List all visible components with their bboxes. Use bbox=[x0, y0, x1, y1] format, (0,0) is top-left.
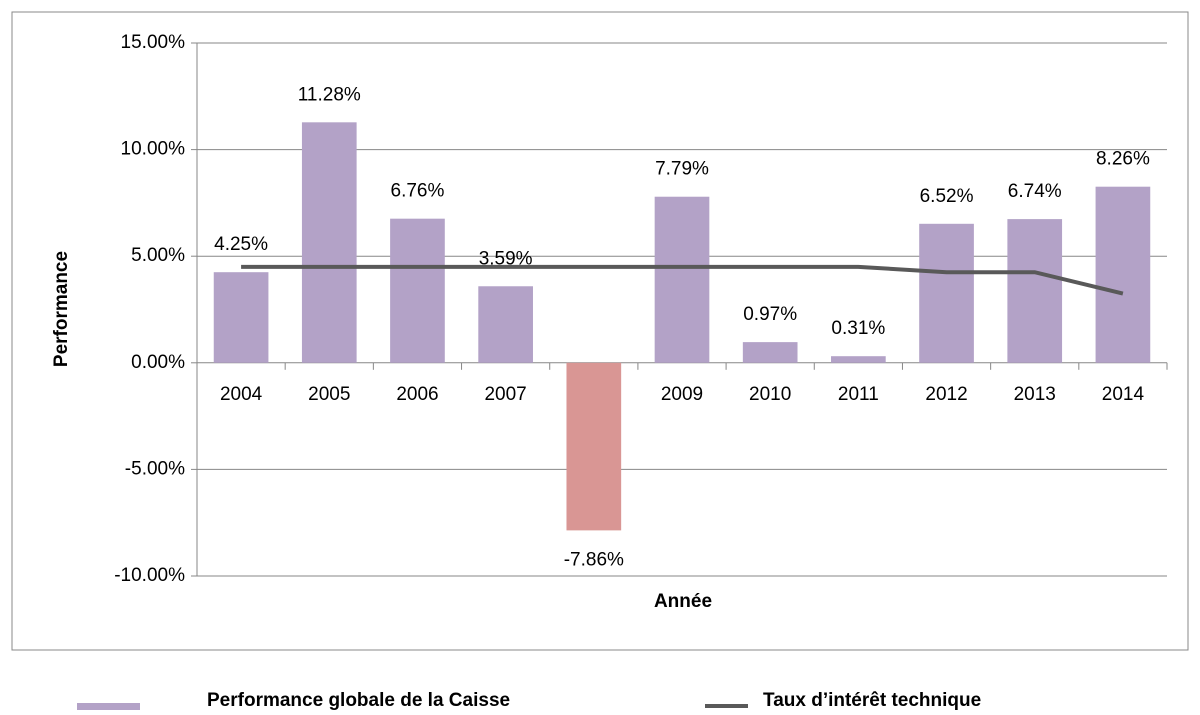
bar bbox=[301, 122, 357, 363]
x-tick-label: 2004 bbox=[220, 384, 263, 405]
x-tick-label: 2012 bbox=[925, 384, 967, 405]
y-tick-label: 15.00% bbox=[121, 32, 186, 53]
bar bbox=[390, 218, 445, 363]
bar bbox=[831, 356, 886, 363]
data-label: 3.59% bbox=[479, 248, 533, 269]
data-label: 0.31% bbox=[831, 318, 885, 339]
y-tick-label: -5.00% bbox=[125, 458, 185, 479]
bar bbox=[1007, 219, 1063, 363]
bar bbox=[213, 272, 269, 363]
chart-frame bbox=[11, 11, 1189, 651]
x-tick-label: 2011 bbox=[838, 384, 879, 405]
x-tick-label: 2014 bbox=[1102, 384, 1145, 405]
x-tick-label: 2006 bbox=[396, 384, 438, 405]
x-tick-label: 2007 bbox=[484, 384, 526, 405]
data-label: 7.79% bbox=[655, 159, 709, 180]
x-tick-label: 2005 bbox=[308, 384, 350, 405]
x-tick-label: 2010 bbox=[749, 384, 791, 405]
legend-label: Performance globale de la Caisse bbox=[207, 690, 510, 710]
bar bbox=[1095, 186, 1151, 363]
data-label: 6.76% bbox=[391, 181, 445, 202]
bar bbox=[566, 362, 622, 531]
legend-label: Taux d’intérêt technique bbox=[763, 690, 981, 710]
x-tick-label: 2009 bbox=[661, 384, 703, 405]
data-label: 11.28% bbox=[298, 84, 361, 105]
data-label: 6.74% bbox=[1008, 181, 1062, 202]
y-tick-label: 0.00% bbox=[131, 352, 185, 373]
legend-swatch bbox=[77, 703, 140, 715]
y-axis-label: Performance bbox=[51, 251, 72, 367]
y-tick-label: 10.00% bbox=[121, 139, 186, 160]
x-axis-label: Année bbox=[654, 591, 712, 612]
data-label: 0.97% bbox=[743, 304, 797, 325]
data-label: 6.52% bbox=[920, 186, 974, 207]
data-label: -7.86% bbox=[564, 549, 624, 570]
bar bbox=[478, 286, 533, 363]
bar bbox=[654, 196, 710, 363]
x-tick-label: 2013 bbox=[1014, 384, 1056, 405]
data-label: 4.25% bbox=[214, 234, 268, 255]
line bbox=[241, 264, 1124, 296]
bar bbox=[742, 342, 798, 363]
y-tick-label: 5.00% bbox=[131, 245, 185, 266]
bar bbox=[919, 223, 974, 363]
data-label: 8.26% bbox=[1096, 149, 1150, 170]
y-tick-label: -10.00% bbox=[114, 565, 185, 586]
